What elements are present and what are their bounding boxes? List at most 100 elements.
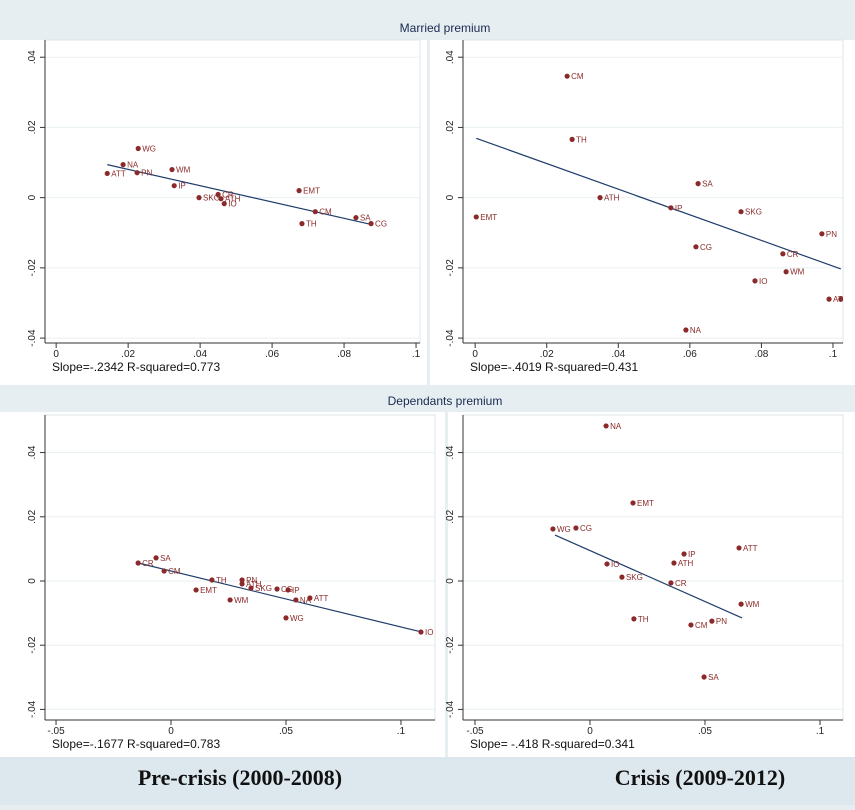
point-label: SKG [203,194,220,203]
point [681,551,687,557]
x-tick-label: .1 [829,349,838,360]
x-tick-label: 0 [587,726,593,737]
x-tick-label: .02 [121,349,135,360]
point [239,577,245,583]
point [209,577,215,583]
x-tick-label: .05 [279,726,293,737]
point-label: IO [228,200,236,209]
scatter-panel: -.04 -.02 0 .02 .04 0 .02 .04 .06 .08 .1 Slope=-.23… [27,39,421,374]
fit-line [476,137,842,270]
point-label: SA [708,673,719,682]
point-label: IP [675,204,683,213]
panel-bg [430,40,855,385]
point [569,136,575,142]
fit-note: Slope=-.1677 R-squared=0.783 [52,737,220,751]
point-label: WM [790,268,805,277]
fit-note: Slope=-.2342 R-squared=0.773 [52,360,220,374]
y-tick-label: .02 [27,509,38,523]
y-tick-label: .04 [445,445,456,459]
period-label: Crisis (2009-2012) [615,765,785,790]
point-label: IP [292,586,300,595]
x-tick-label: 0 [53,349,59,360]
point-label: SA [160,554,171,563]
period-label: Pre-crisis (2000-2008) [138,765,342,790]
point [550,526,556,532]
x-tick-label: .06 [265,349,279,360]
point [274,586,280,592]
y-tick-label: -.04 [27,329,38,347]
point [161,568,167,574]
x-tick-label: -.05 [47,726,65,737]
point-label: CG [580,524,592,533]
panel-bg [0,40,427,385]
point [169,166,175,173]
point [688,622,694,628]
point-label: ATT [743,544,758,553]
y-tick-label: .04 [445,50,456,64]
point-label: WM [234,596,249,605]
point-label: NA [610,422,622,431]
x-tick-label: .1 [412,349,421,360]
point [780,251,786,257]
x-tick-label: .1 [816,726,825,737]
y-tick-label: -.02 [445,636,456,654]
point [171,183,177,189]
point-label: EMT [480,213,497,222]
point [671,560,677,566]
point-label: ATH [225,195,241,204]
point [826,296,832,302]
point-label: NA [300,596,312,605]
point-label: CM [319,208,332,217]
point-label: PN [716,617,727,626]
point-label: PN [826,230,837,239]
point [573,525,579,531]
point [738,209,744,215]
scatter-panel: -.04 -.02 0 .02 .04 -.05 0 .05 .1 Slope=-.1677 R-… [27,414,436,751]
x-tick-label: .02 [540,349,554,360]
x-tick-label: .08 [754,349,768,360]
y-tick-label: .02 [445,509,456,523]
point-label: CG [375,220,387,229]
point [120,162,126,168]
x-tick-label: -.05 [466,726,484,737]
point [293,597,299,603]
x-tick-label: 0 [168,726,174,737]
panel-header: Married premium [400,21,491,35]
point-label: EMT [637,499,654,508]
point-label: CR [675,579,687,588]
point-label: IO [759,277,767,286]
point-label: WG [142,144,156,153]
point-label: ATT [833,295,848,304]
point-label: IO [611,560,619,569]
point [418,629,424,635]
point-label: CM [695,621,708,630]
x-tick-label: .04 [193,349,207,360]
point [630,500,636,506]
point [683,327,689,333]
point [603,423,609,429]
point [135,560,141,566]
point-label: ATT [314,594,329,603]
point-label: CR [787,250,799,259]
point-label: NA [127,161,139,170]
plot-area: NA EMT WG CG IP ATT ATH IO SKG CR WM TH PN CM SA [550,422,760,682]
point [307,595,313,601]
point [227,597,233,603]
point [196,195,202,201]
point-label: ATT [111,169,126,178]
x-tick-label: .05 [698,726,712,737]
point-label: PN [246,576,257,585]
point-label: ATH [678,559,694,568]
point-label: TH [306,220,317,229]
point-label: SKG [255,584,272,593]
y-tick-label: -.04 [445,700,456,718]
point [631,616,637,622]
point-label: IO [425,628,433,637]
fit-line [137,562,423,633]
y-tick-label: 0 [445,194,456,200]
point [153,555,159,561]
point [299,221,305,227]
point [193,587,199,593]
